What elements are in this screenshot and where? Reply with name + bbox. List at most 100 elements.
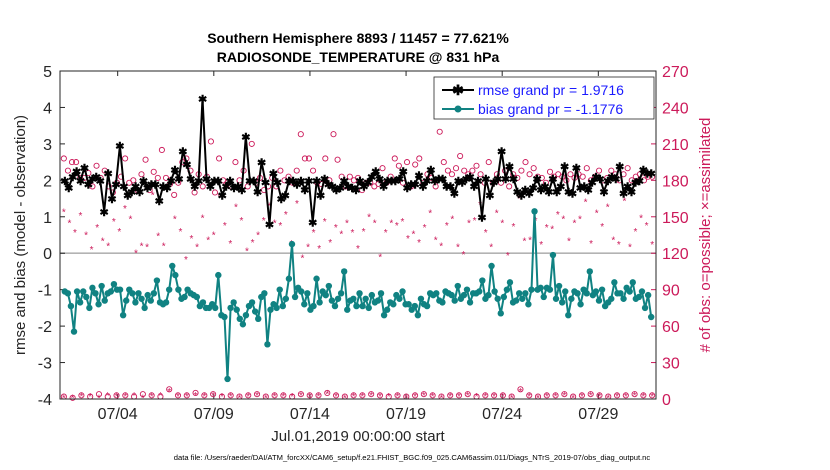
bias-point: [479, 277, 486, 284]
y-tick-label: 0: [43, 246, 52, 263]
bias-point: [463, 286, 471, 293]
obs-assimilated-point: *: [267, 201, 271, 212]
rmse-point: ✱: [300, 185, 309, 197]
obs-assimilated-point: *: [106, 241, 110, 252]
rmse-point: ✱: [68, 172, 77, 184]
obs-assimilated-point: *: [140, 241, 144, 252]
bias-point: [227, 304, 234, 312]
bias-point: [565, 311, 572, 319]
rmse-point: ✱: [202, 174, 211, 186]
obs-possible-point: [567, 171, 574, 178]
obs-possible-point: [403, 159, 411, 166]
obs-assimilated-point: *: [495, 209, 499, 220]
rmse-point: ✱: [351, 185, 360, 197]
rmse-point: ✱: [198, 94, 207, 106]
obs-assimilated-low-point: *: [527, 392, 531, 403]
rmse-point: ✱: [450, 189, 459, 201]
obs-assimilated-point: *: [484, 228, 488, 239]
obs-possible-low-point: [561, 391, 568, 398]
obs-assimilated-point: *: [622, 196, 626, 207]
obs-assimilated-point: *: [95, 223, 99, 234]
bias-point: [107, 288, 115, 295]
bias-point: [83, 293, 90, 301]
obs-assimilated-point: *: [578, 215, 582, 226]
bias-point: [230, 299, 237, 306]
obs-assimilated-point: *: [256, 231, 260, 242]
rmse-point: ✱: [469, 181, 478, 193]
obs-assimilated-point: *: [356, 244, 360, 255]
obs-assimilated-point: *: [178, 227, 182, 238]
rmse-point: ✱: [639, 165, 648, 177]
bias-point: [95, 301, 102, 308]
axes-layer: -4 -3 -2 -1 0 1 2 3 4 5 0 30 60 90 120 150 180 210 240 270 0…: [38, 64, 689, 423]
rmse-point: ✱: [312, 176, 321, 188]
y-axis-label: rmse and bias (model - observation): [12, 115, 29, 355]
rmse-point: ✱: [190, 181, 199, 193]
rmse-point: ✱: [363, 178, 372, 190]
bias-point: [181, 293, 188, 301]
rmse-point: ✱: [100, 207, 109, 219]
obs-possible-point: [154, 174, 161, 181]
bias-point: [199, 299, 207, 306]
obs-assimilated-point: *: [467, 218, 471, 229]
rmse-point: ✱: [96, 176, 105, 188]
bias-point: [586, 268, 593, 275]
obs-possible-low-point: [166, 386, 173, 393]
bias-point: [239, 321, 247, 328]
bias-point: [76, 299, 84, 306]
rmse-point: ✱: [536, 185, 545, 197]
bias-point: [119, 311, 127, 319]
bias-point: [129, 290, 136, 297]
bias-point: [212, 304, 219, 312]
bias-point: [132, 299, 139, 306]
bias-point: [236, 315, 244, 323]
rmse-point: ✱: [387, 176, 396, 188]
bias-point: [368, 291, 376, 299]
plot-frame: [59, 70, 657, 400]
rmse-point: ✱: [170, 165, 179, 177]
obs-possible-point: [608, 167, 615, 174]
rmse-point: ✱: [359, 181, 368, 193]
obs-possible-low-point: [332, 392, 340, 399]
obs-possible-point: [363, 179, 370, 186]
rmse-point: ✱: [194, 176, 203, 188]
obs-assimilated-point: *: [412, 229, 416, 240]
rmse-point: ✱: [186, 174, 195, 186]
bias-point: [264, 341, 271, 348]
bias-point: [488, 262, 495, 270]
obs-assimilated-low-point: *: [598, 392, 602, 403]
obs-possible-point: [142, 156, 149, 163]
obs-possible-low-point: [526, 392, 533, 399]
obs-assimilated-point: *: [628, 243, 632, 254]
x-tick-label: 07/09: [194, 406, 234, 423]
bias-point: [175, 286, 182, 293]
rmse-point: ✱: [513, 187, 522, 199]
obs-assimilated-low-point: *: [562, 391, 566, 402]
y-tick-label: 2: [43, 173, 52, 190]
obs-possible-point: [101, 167, 108, 174]
obs-possible-point: [232, 159, 239, 166]
rmse-point: ✱: [60, 176, 69, 188]
obs-possible-point: [473, 162, 480, 169]
rmse-point: ✱: [147, 179, 156, 191]
obs-possible-low-point: [429, 392, 436, 399]
rmse-point: ✱: [422, 176, 431, 188]
rmse-point: ✱: [296, 176, 305, 188]
bias-point: [325, 282, 333, 290]
rmse-point: ✱: [64, 183, 73, 195]
rmse-point: ✱: [403, 183, 412, 195]
rmse-point: ✱: [225, 176, 234, 188]
rmse-point: ✱: [328, 181, 337, 193]
y2-tick-label: 0: [662, 392, 671, 409]
obs-possible-low-point: [148, 392, 155, 399]
obs-assimilated-point: *: [339, 229, 343, 240]
obs-assimilated-low-point: *: [299, 391, 303, 402]
obs-possible-low-point: [315, 392, 322, 399]
rmse-point: ✱: [462, 174, 471, 186]
obs-assimilated-point: *: [156, 232, 160, 243]
obs-assimilated-low-point: *: [255, 391, 259, 402]
obs-possible-point: [138, 171, 145, 178]
bias-point: [608, 295, 615, 302]
rmse-point: ✱: [430, 176, 439, 188]
rmse-point: ✱: [615, 161, 624, 173]
